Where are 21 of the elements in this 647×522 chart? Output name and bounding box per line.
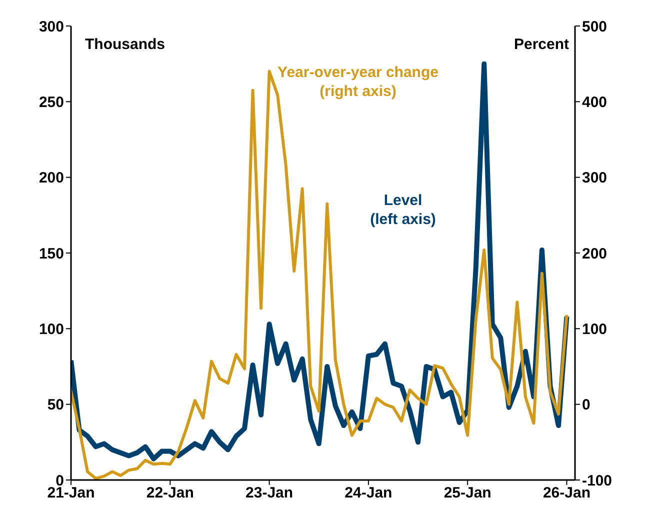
y2-tick-label: 500 [582, 18, 608, 36]
y2-axis-title: Percent [514, 36, 569, 53]
y2-tick-label: 200 [582, 245, 608, 262]
y2-tick-label: 100 [582, 320, 608, 338]
y2-tick-label: 300 [582, 170, 608, 187]
x-tick-label: 25-Jan [444, 484, 492, 502]
y2-tick-label: 0 [582, 396, 590, 414]
y-tick-label: 200 [38, 170, 64, 187]
y-tick-label: 50 [47, 396, 64, 414]
y-tick-label: 150 [38, 245, 64, 262]
y-axis-title: Thousands [85, 36, 166, 53]
series-label: Year-over-year change (right axis) [278, 63, 438, 101]
x-tick-label: 21-Jan [47, 484, 95, 502]
y-tick-label: 100 [38, 320, 64, 338]
text: Level (left axis) [370, 191, 436, 229]
y-tick-label: 250 [38, 94, 64, 111]
x-tick-label: 24-Jan [344, 484, 392, 502]
x-tick-label: 23-Jan [246, 484, 294, 502]
y2-tick-label: 400 [582, 94, 608, 111]
y-tick-label: 300 [38, 18, 64, 36]
x-tick-label: 22-Jan [146, 484, 194, 502]
